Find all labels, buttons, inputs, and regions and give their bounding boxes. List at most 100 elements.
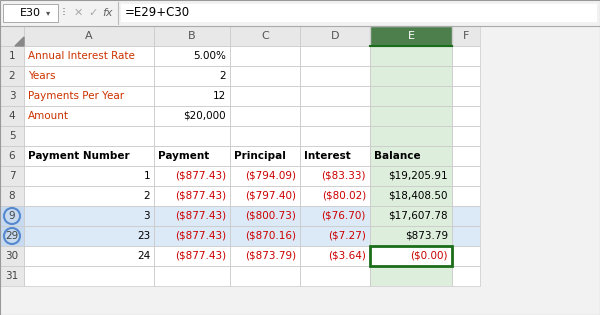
Text: ($877.43): ($877.43) [175,171,226,181]
Bar [0,186,24,206]
Text: 24: 24 [137,251,150,261]
Bar [154,186,230,206]
Bar [230,186,300,206]
Bar [452,266,480,286]
Bar [300,86,370,106]
Bar [24,226,154,246]
Text: ▾: ▾ [46,9,50,18]
Bar [370,46,452,66]
Bar [370,166,452,186]
Text: 1: 1 [8,51,16,61]
Bar [300,146,370,166]
Bar [370,86,452,106]
Bar [0,246,24,266]
Bar [0,166,24,186]
Bar [154,66,230,86]
Text: 3: 3 [8,91,16,101]
Text: F: F [463,31,469,41]
Bar [0,226,24,246]
Bar [24,246,154,266]
Bar [24,86,154,106]
Bar [24,126,154,146]
Bar [0,266,24,286]
Text: ($797.40): ($797.40) [245,191,296,201]
Bar [370,106,452,126]
Bar [452,246,480,266]
Bar [154,266,230,286]
Bar [230,26,300,46]
Bar [452,226,480,246]
Text: E: E [407,31,415,41]
Bar [300,226,370,246]
Bar [230,246,300,266]
Bar [300,86,370,106]
Bar [300,106,370,126]
Bar [300,106,370,126]
Bar [0,206,24,226]
Bar [452,186,480,206]
Bar [370,206,452,226]
Bar [24,166,154,186]
Text: D: D [331,31,339,41]
Bar [230,46,300,66]
Text: $18,408.50: $18,408.50 [389,191,448,201]
Text: 31: 31 [5,271,19,281]
Bar [370,46,452,66]
Text: ($0.00): ($0.00) [410,251,448,261]
Text: ($877.43): ($877.43) [175,191,226,201]
Bar [230,166,300,186]
Bar [452,166,480,186]
Bar [452,206,480,226]
Bar [0,86,24,106]
Bar [300,246,370,266]
Bar [230,246,300,266]
Bar [452,26,480,46]
Bar [154,166,230,186]
Bar [154,46,230,66]
Bar [24,246,154,266]
Bar [452,86,480,106]
Bar [24,206,154,226]
Bar [452,226,480,246]
Text: ✓: ✓ [88,8,97,18]
Bar [154,106,230,126]
Text: 5.00%: 5.00% [193,51,226,61]
Text: 3: 3 [143,211,150,221]
Bar [452,46,480,66]
Bar [0,46,24,66]
Text: 12: 12 [213,91,226,101]
Bar [452,126,480,146]
Bar [230,206,300,226]
Bar [370,266,452,286]
Text: ($76.70): ($76.70) [322,211,366,221]
Text: Payments Per Year: Payments Per Year [28,91,124,101]
Bar [24,66,154,86]
Bar [452,186,480,206]
Bar [154,206,230,226]
Bar [0,186,24,206]
Bar [24,146,154,166]
Bar [154,146,230,166]
Bar [300,66,370,86]
Text: $20,000: $20,000 [184,111,226,121]
Bar [230,86,300,106]
Text: Payment: Payment [158,151,209,161]
Text: 30: 30 [5,251,19,261]
Text: A: A [85,31,93,41]
Text: 7: 7 [8,171,16,181]
Bar [300,146,370,166]
Bar [0,66,24,86]
Bar [300,46,370,66]
Bar [300,206,370,226]
Bar [154,226,230,246]
Bar [154,126,230,146]
Text: ($870.16): ($870.16) [245,231,296,241]
Bar [230,206,300,226]
Bar [154,206,230,226]
Bar [24,266,154,286]
Text: 29: 29 [5,231,19,241]
Bar [370,226,452,246]
Text: ($80.02): ($80.02) [322,191,366,201]
Bar [230,66,300,86]
Bar [154,46,230,66]
